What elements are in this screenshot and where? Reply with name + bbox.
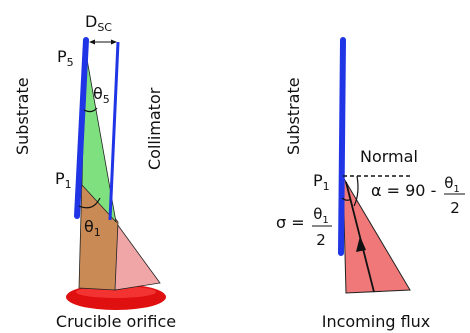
incoming-flux-caption: Incoming flux [322,312,431,331]
alpha-expression: α = 90 - [371,181,436,200]
alpha-numerator: θ1 [444,174,460,195]
alpha-denominator: 2 [450,199,460,217]
right-panel: Substrate Normal P1 α = 90 - θ1 2 σ = θ1… [276,37,465,331]
theta5-label: θ5 [93,84,110,106]
collimator-label: Collimator [145,87,164,170]
collimator-line [108,41,120,221]
substrate-label-right: Substrate [284,77,303,155]
dsc-arrow-head-right [111,39,117,45]
dsc-arrow-head-left [89,39,95,45]
p1-label-right: P1 [313,171,330,193]
p1-label-left: P1 [55,169,72,191]
sigma-arc [341,197,352,201]
substrate-line-right [338,37,346,256]
incoming-flux-cone [342,175,411,294]
theta1-arc [78,197,101,209]
theta1-label-left: θ1 [84,217,101,239]
p5-label: P5 [57,47,74,69]
normal-label: Normal [360,147,418,166]
sigma-denominator: 2 [316,231,326,249]
dsc-label: DSC [85,12,112,34]
flux-arrow-head [356,236,366,252]
sigma-numerator: θ1 [313,205,329,226]
substrate-line [74,37,89,219]
substrate-label-left: Substrate [13,77,32,155]
left-panel: DSC P5 θ5 P1 θ1 Substrate Collimator Cru… [13,12,176,331]
sigma-expression: σ = [276,213,305,232]
alpha-arc [353,175,359,207]
theta5-arc [83,107,98,113]
crucible-caption: Crucible orifice [56,312,176,331]
